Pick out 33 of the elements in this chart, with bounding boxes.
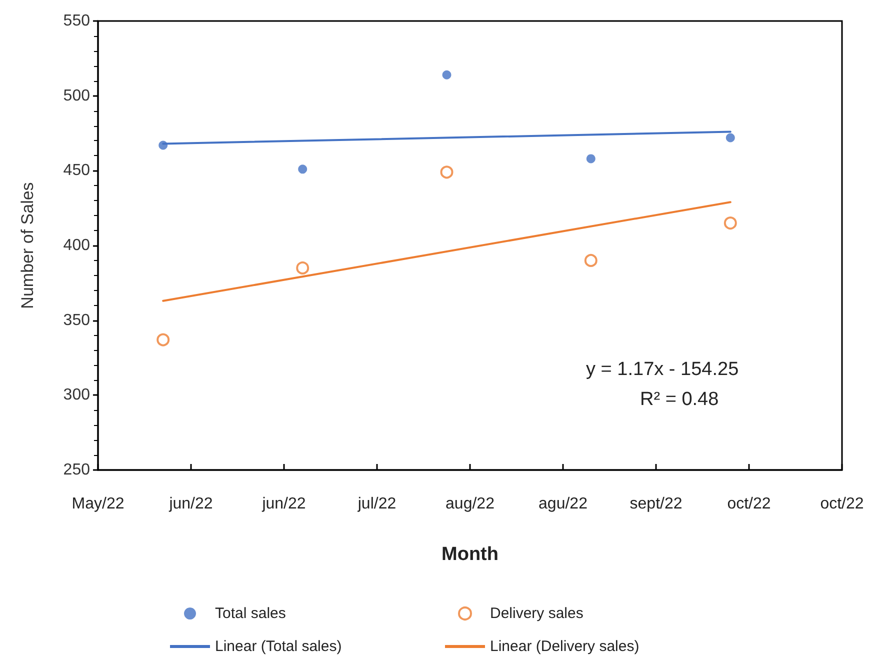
y-tick-label: 400 [63, 237, 90, 254]
y-tick-label: 500 [63, 87, 90, 104]
legend-label: Linear (Delivery sales) [490, 638, 640, 655]
y-axis-title: Number of Sales [18, 182, 37, 309]
x-tick-label: sept/22 [630, 496, 682, 512]
x-tick-label: jul/22 [356, 496, 396, 512]
legend-label: Linear (Total sales) [215, 638, 342, 655]
legend-label: Total sales [215, 605, 286, 622]
x-axis-title: Month [442, 544, 498, 565]
point [440, 166, 454, 179]
annotation: y = 1.17x - 154.25 [586, 359, 739, 380]
point [586, 154, 596, 164]
point [442, 70, 452, 80]
point [724, 216, 737, 230]
x-tick-label: oct/22 [727, 496, 771, 512]
y-tick-label: 250 [63, 462, 90, 478]
point [298, 164, 308, 174]
y-tick-label: 300 [63, 386, 90, 404]
x-tick-label: May/22 [72, 496, 124, 512]
point [726, 133, 735, 142]
annotation: R² = 0.48 [640, 389, 719, 410]
point [584, 254, 598, 267]
x-tick-label: oct/22 [820, 496, 864, 512]
y-tick-label: 350 [63, 312, 90, 329]
y-tick-label: 450 [63, 162, 90, 180]
legend-label: Delivery sales [490, 605, 584, 622]
point [296, 261, 310, 274]
x-tick-label: agu/22 [538, 496, 588, 512]
x-tick-label: jun/22 [261, 496, 306, 512]
point [156, 333, 170, 346]
x-tick-label: aug/22 [446, 496, 495, 512]
x-tick-label: jun/22 [168, 496, 213, 512]
y-tick-label: 550 [63, 12, 90, 30]
